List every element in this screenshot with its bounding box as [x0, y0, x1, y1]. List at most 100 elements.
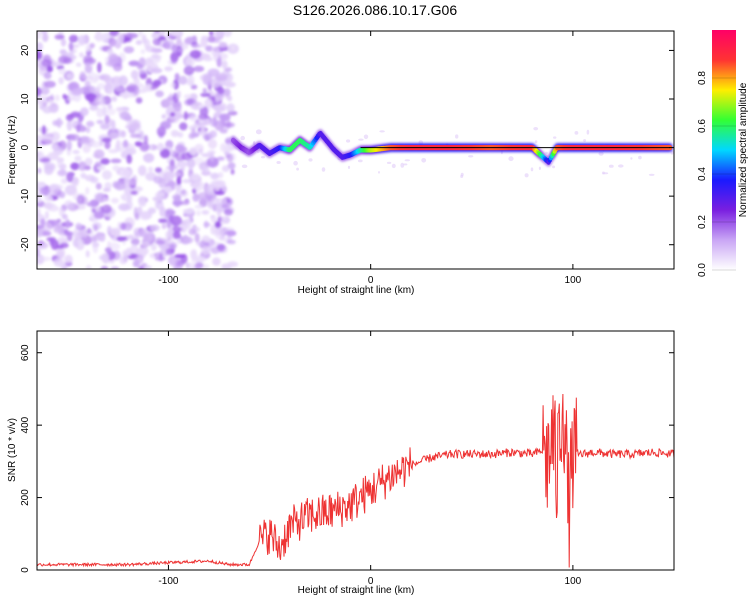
noise-blob [114, 181, 126, 191]
noise-blob [138, 31, 143, 38]
colorbar-scale [712, 30, 736, 270]
noise-blob [109, 227, 121, 237]
noise-blob [100, 123, 111, 130]
noise-speck [391, 163, 396, 169]
noise-blob [174, 112, 182, 120]
noise-blob [101, 204, 112, 214]
noise-blob [183, 236, 194, 244]
colorbar-tick-label: 0.0 [697, 263, 708, 277]
noise-speck [524, 173, 529, 178]
noise-blob [90, 236, 95, 243]
noise-blob [56, 236, 68, 245]
noise-blob [41, 86, 49, 94]
colorbar: 0.0 0.2 0.4 0.6 0.8 Normalized spectral ampl… [697, 30, 749, 277]
noise-blob [148, 166, 154, 174]
noise-blob [147, 207, 156, 214]
noise-blob [84, 57, 97, 64]
noise-blob [154, 167, 162, 173]
noise-blob [168, 214, 174, 223]
noise-blob [37, 241, 49, 250]
noise-blob [77, 238, 84, 247]
noise-blob [219, 236, 226, 241]
noise-blob [54, 34, 65, 40]
noise-blob [189, 173, 201, 181]
noise-blob [68, 41, 74, 51]
noise-blob [102, 170, 112, 180]
noise-blob [78, 125, 87, 132]
noise-speck [379, 130, 385, 133]
noise-blob [198, 148, 204, 155]
noise-blob [92, 243, 99, 254]
noise-blob [206, 35, 216, 43]
spectrogram-xlabel: Height of straight line (km) [298, 285, 415, 296]
noise-blob [133, 227, 142, 236]
noise-speck [455, 134, 459, 139]
noise-blob [37, 150, 45, 161]
noise-blob [161, 223, 167, 230]
noise-speck [538, 166, 542, 170]
noise-blob [184, 218, 192, 229]
noise-blob [140, 49, 146, 55]
noise-blob [48, 98, 54, 104]
noise-blob [179, 122, 188, 131]
noise-blob [88, 199, 98, 208]
noise-blob [108, 88, 114, 95]
noise-blob [177, 90, 181, 99]
noise-blob [64, 231, 74, 236]
colorbar-tick-label: 0.6 [697, 119, 708, 133]
noise-blob [104, 247, 112, 253]
noise-blob [154, 192, 165, 197]
noise-blob [75, 62, 82, 67]
noise-blob [223, 122, 235, 128]
noise-blob [97, 62, 102, 73]
noise-blob [74, 155, 82, 162]
noise-speck [598, 151, 604, 156]
noise-blob [165, 231, 170, 239]
noise-blob [169, 171, 181, 178]
noise-blob [102, 105, 107, 117]
noise-blob [50, 219, 59, 226]
noise-blob [196, 210, 201, 217]
noise-blob [183, 94, 192, 99]
noise-blob [176, 35, 182, 46]
noise-blob [40, 218, 46, 227]
noise-blob [198, 53, 211, 59]
noise-blob [216, 243, 226, 251]
snr-ytick-label: 0 [20, 567, 31, 573]
noise-blob [137, 196, 147, 207]
noise-blob [209, 203, 214, 208]
noise-blob [86, 120, 95, 127]
noise-blob [70, 119, 78, 127]
noise-blob [174, 254, 186, 259]
noise-blob [66, 172, 73, 182]
noise-blob [200, 126, 206, 136]
noise-blob [122, 249, 132, 257]
noise-blob [223, 208, 233, 216]
noise-blob [214, 120, 225, 131]
noise-blob [219, 129, 228, 134]
noise-blob [39, 256, 52, 262]
noise-blob [101, 252, 110, 264]
noise-speck [553, 136, 557, 139]
noise-blob [126, 32, 139, 39]
noise-speck [293, 160, 298, 166]
snr-ylabel: SNR (10 * v/v) [7, 418, 18, 482]
noise-blob [140, 211, 153, 219]
noise-blob [218, 42, 228, 49]
noise-blob [130, 244, 139, 255]
noise-speck [530, 167, 534, 172]
noise-blob [214, 221, 222, 229]
noise-blob [164, 66, 173, 72]
noise-blob [37, 247, 41, 257]
noise-speck [574, 131, 579, 135]
noise-blob [130, 70, 139, 80]
colorbar-tick-label: 0.2 [697, 215, 708, 229]
noise-blob [141, 34, 147, 44]
noise-blob [205, 184, 217, 195]
noise-blob [110, 158, 122, 164]
snr-panel: -100 0 100 0 200 400 600 Height of straight li… [7, 330, 675, 596]
noise-blob [57, 159, 62, 168]
noise-blob [104, 182, 112, 190]
noise-speck [308, 158, 313, 162]
noise-blob [200, 245, 211, 255]
